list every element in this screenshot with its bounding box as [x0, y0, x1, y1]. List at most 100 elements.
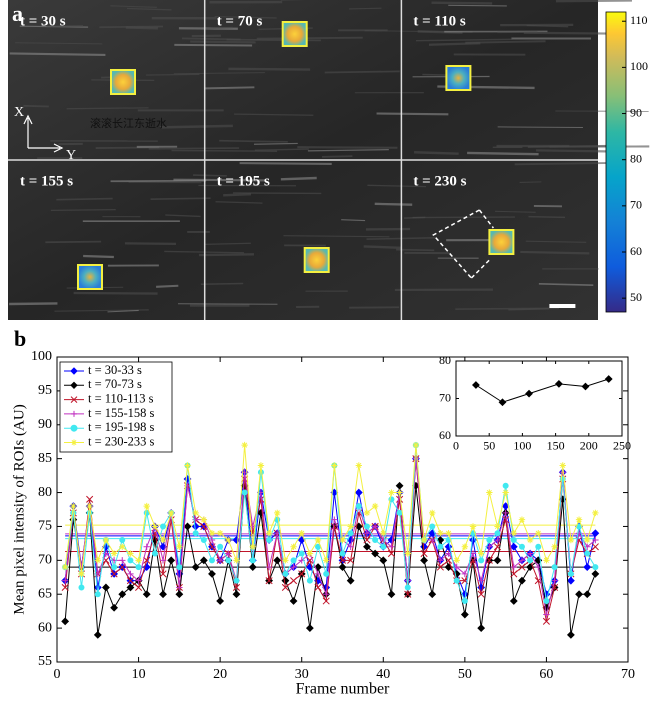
- marker: [445, 530, 451, 536]
- marker: [78, 571, 84, 577]
- y-tick-label: 80: [38, 485, 52, 500]
- marker: [315, 537, 321, 543]
- marker: [527, 537, 533, 543]
- y-tick-label: 75: [38, 519, 52, 534]
- marker: [176, 544, 182, 550]
- y-axis-label: Mean pixel intensity of ROIs (AU): [11, 404, 27, 614]
- marker: [323, 557, 329, 563]
- texture-streak: [174, 45, 252, 46]
- marker: [127, 550, 133, 556]
- texture-streak: [349, 8, 381, 9]
- marker: [250, 544, 256, 550]
- marker: [536, 544, 541, 549]
- texture-streak: [429, 43, 480, 44]
- colorbar-tick-label: 110: [630, 13, 648, 27]
- marker: [356, 462, 362, 468]
- marker: [266, 530, 272, 536]
- marker: [585, 551, 590, 556]
- texture-streak: [182, 38, 241, 39]
- legend-label: t = 110-113 s: [88, 391, 154, 405]
- marker: [495, 531, 500, 536]
- texture-streak: [528, 217, 565, 218]
- legend-label: t = 195-198 s: [88, 420, 155, 434]
- texture-streak: [199, 254, 254, 255]
- marker: [454, 557, 460, 563]
- marker: [584, 537, 590, 543]
- colorbar-tick-label: 70: [630, 198, 642, 212]
- y-tick-label: 80: [439, 353, 451, 367]
- colorbar-tick-label: 80: [630, 151, 642, 165]
- texture-streak: [111, 181, 207, 182]
- marker: [396, 489, 402, 495]
- marker: [568, 537, 574, 543]
- texture-streak: [151, 198, 211, 199]
- texture-streak: [172, 150, 278, 151]
- texture-streak: [414, 152, 459, 153]
- marker: [267, 538, 272, 543]
- marker: [568, 571, 573, 576]
- marker: [347, 523, 353, 529]
- x-tick-label: 0: [453, 439, 459, 453]
- x-tick-label: 200: [580, 439, 598, 453]
- marker: [381, 544, 386, 549]
- colorbar-tick-label: 60: [630, 244, 642, 258]
- marker: [479, 558, 484, 563]
- x-tick-label: 10: [132, 667, 146, 682]
- marker: [62, 564, 68, 570]
- roi-box: [78, 265, 102, 289]
- legend-label: t = 30-33 s: [88, 363, 142, 377]
- marker: [430, 524, 435, 529]
- x-tick-label: 50: [483, 439, 495, 453]
- marker: [282, 557, 288, 563]
- y-tick-label: 85: [38, 451, 52, 466]
- y-tick-label: 65: [38, 586, 52, 601]
- marker: [560, 462, 566, 468]
- axes-box: [456, 361, 622, 436]
- marker: [290, 544, 296, 550]
- marker: [397, 510, 402, 515]
- marker: [519, 516, 525, 522]
- marker: [503, 483, 508, 488]
- marker: [405, 585, 410, 590]
- panel-label: b: [14, 326, 26, 351]
- x-tick-label: 70: [621, 667, 635, 682]
- roi-box: [111, 70, 135, 94]
- marker: [438, 544, 443, 549]
- frame-title: t = 195 s: [217, 173, 270, 189]
- marker: [364, 524, 369, 529]
- marker: [486, 489, 492, 495]
- roi-box: [489, 230, 513, 254]
- texture-streak: [520, 182, 542, 183]
- frame-title: t = 110 s: [413, 13, 465, 29]
- y-tick-label: 70: [38, 553, 52, 568]
- texture-streak: [156, 286, 178, 287]
- panel-label: a: [12, 1, 23, 26]
- x-tick-label: 60: [539, 667, 553, 682]
- texture-streak: [325, 71, 400, 72]
- marker: [535, 530, 541, 536]
- texture-streak: [190, 42, 255, 43]
- marker: [128, 558, 133, 563]
- legend-label: t = 230-233 s: [88, 434, 155, 448]
- texture-streak: [498, 127, 583, 128]
- texture-streak: [160, 126, 233, 127]
- x-tick-label: 150: [547, 439, 565, 453]
- marker: [161, 524, 166, 529]
- marker: [226, 558, 231, 563]
- marker: [348, 531, 353, 536]
- marker: [528, 558, 533, 563]
- marker: [283, 571, 288, 576]
- x-tick-label: 0: [54, 667, 61, 682]
- marker: [331, 462, 337, 468]
- legend-marker: [71, 440, 77, 446]
- marker: [543, 557, 549, 563]
- texture-streak: [125, 243, 176, 244]
- marker: [324, 571, 329, 576]
- colorbar-tick-label: 90: [630, 105, 642, 119]
- texture-streak: [205, 87, 254, 88]
- marker: [593, 565, 598, 570]
- texture-streak: [257, 38, 363, 39]
- marker: [258, 470, 263, 475]
